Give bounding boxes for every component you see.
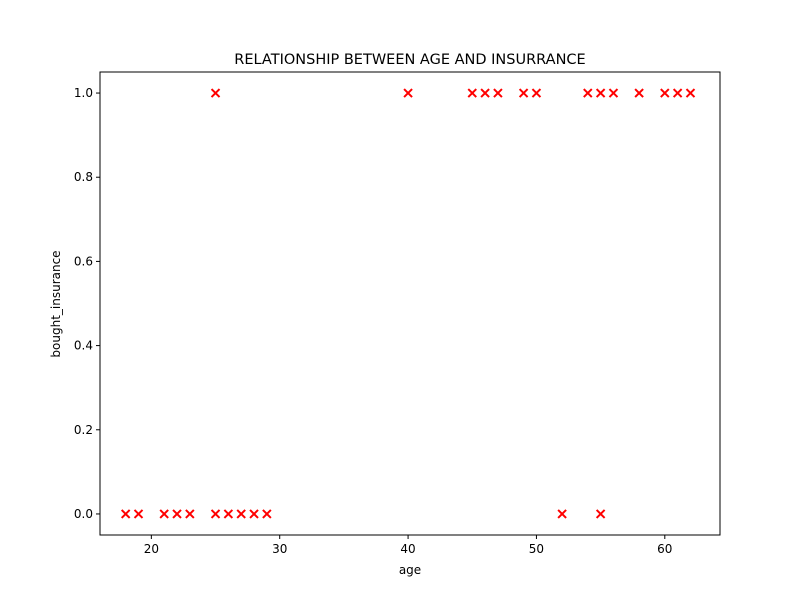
- data-points: [120, 88, 696, 519]
- data-point-marker: [403, 88, 413, 98]
- data-point-marker: [595, 509, 606, 519]
- y-tick-label: 0.6: [74, 254, 93, 268]
- y-axis-ticks: 0.0 0.2 0.4 0.6 0.8 1.0: [74, 86, 100, 521]
- data-point-marker: [120, 509, 131, 519]
- x-axis-ticks: 20 30 40 50 60: [144, 535, 672, 556]
- data-point-marker: [249, 509, 259, 519]
- data-point-marker: [672, 88, 683, 98]
- data-point-marker: [493, 88, 503, 98]
- x-axis-label: age: [399, 563, 421, 577]
- data-point-marker: [210, 509, 221, 519]
- data-point-marker: [518, 88, 529, 98]
- data-point-marker: [660, 88, 670, 98]
- data-point-marker: [634, 88, 644, 98]
- data-point-marker: [172, 509, 182, 519]
- x-tick-label: 30: [272, 542, 287, 556]
- data-point-marker: [608, 88, 619, 98]
- data-point-marker: [480, 88, 490, 98]
- x-tick-label: 20: [144, 542, 159, 556]
- x-tick-label: 40: [400, 542, 415, 556]
- data-point-marker: [467, 88, 477, 98]
- data-point-marker: [210, 88, 221, 98]
- x-tick-label: 50: [529, 542, 544, 556]
- data-point-marker: [236, 509, 246, 519]
- plot-frame: [99, 71, 721, 536]
- x-tick-label: 60: [657, 542, 672, 556]
- chart-title: RELATIONSHIP BETWEEN AGE AND INSURRANCE: [234, 52, 585, 68]
- data-point-marker: [223, 509, 234, 519]
- data-point-marker: [583, 88, 593, 98]
- y-tick-label: 0.0: [74, 507, 93, 521]
- data-point-marker: [531, 88, 542, 98]
- data-point-marker: [133, 509, 144, 519]
- data-point-marker: [262, 509, 272, 519]
- y-tick-label: 0.8: [74, 170, 93, 184]
- data-point-marker: [685, 88, 696, 98]
- y-axis-label: bought_insurance: [49, 250, 63, 357]
- y-tick-label: 0.4: [74, 339, 93, 353]
- data-point-marker: [159, 509, 169, 519]
- y-tick-label: 1.0: [74, 86, 93, 100]
- data-point-marker: [185, 509, 195, 519]
- y-tick-label: 0.2: [74, 423, 93, 437]
- data-point-marker: [557, 509, 567, 519]
- data-point-marker: [595, 88, 606, 98]
